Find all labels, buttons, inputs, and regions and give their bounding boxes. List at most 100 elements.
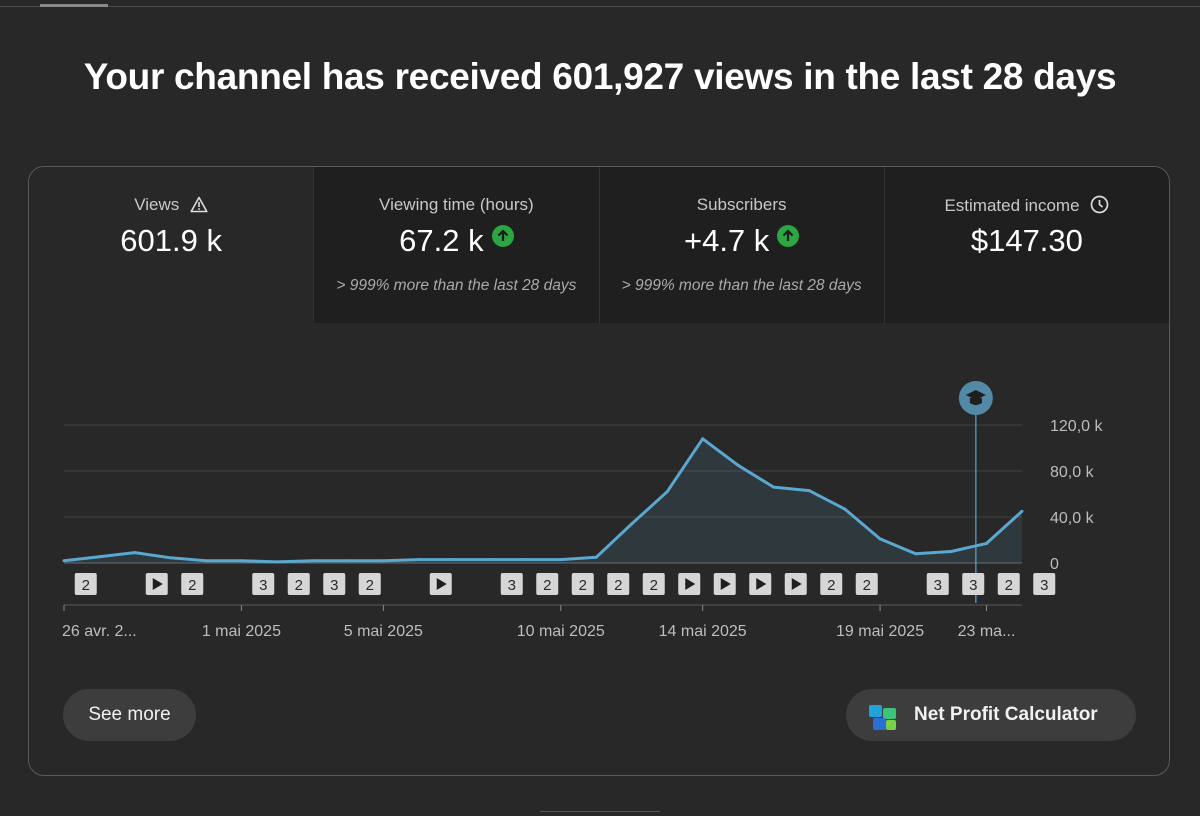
marker-count: 2	[827, 577, 835, 594]
data-point	[62, 559, 66, 563]
bottom-divider	[540, 811, 660, 812]
metric-value: $147.30	[970, 223, 1083, 258]
video-marker-play	[145, 573, 168, 595]
marker-count: 3	[330, 577, 338, 594]
video-marker-count: 2	[855, 573, 878, 595]
graduation-cap-icon	[958, 381, 993, 415]
data-point	[168, 556, 172, 560]
calculator-label: Net Profit Calculator	[914, 704, 1098, 725]
y-tick-label: 0	[1050, 556, 1059, 573]
video-marker-count: 2	[287, 573, 310, 595]
video-marker-play	[749, 573, 772, 595]
play-icon	[756, 578, 767, 590]
video-marker-count: 3	[926, 573, 949, 595]
data-point	[736, 463, 740, 467]
video-marker-play	[784, 573, 807, 595]
data-point	[949, 550, 953, 553]
play-icon	[685, 578, 696, 590]
marker-count: 2	[188, 577, 196, 594]
tab-estimated-income[interactable]: Estimated income $147.30	[883, 167, 1169, 323]
data-point	[452, 558, 456, 562]
tab-viewing-time[interactable]: Viewing time (hours) 67.2 k > 999% more …	[313, 167, 599, 323]
top-divider	[0, 6, 1200, 7]
video-marker-count: 2	[607, 573, 630, 595]
data-point	[133, 551, 137, 555]
video-marker-count: 2	[571, 573, 594, 595]
warning-icon	[190, 196, 208, 218]
tab-subscribers[interactable]: Subscribers +4.7 k > 999% more than the …	[598, 167, 884, 323]
data-point	[878, 537, 882, 541]
data-point	[772, 485, 776, 489]
data-point	[559, 558, 563, 562]
x-tick-label: 10 mai 2025	[517, 623, 605, 640]
data-point	[239, 559, 243, 563]
video-marker-count: 2	[997, 573, 1020, 595]
data-point	[665, 490, 669, 494]
marker-count: 2	[366, 577, 374, 594]
marker-count: 2	[1005, 577, 1013, 594]
metric-label: Views	[134, 195, 180, 214]
metric-label: Subscribers	[696, 195, 787, 214]
data-point	[1020, 509, 1024, 513]
metric-value: +4.7 k	[683, 223, 770, 258]
y-tick-label: 120,0 k	[1050, 418, 1103, 435]
video-marker-count: 3	[323, 573, 346, 595]
video-marker-count: 2	[642, 573, 665, 595]
video-marker-count: 2	[181, 573, 204, 595]
metric-note: > 999% more than the last 28 days	[621, 277, 862, 294]
video-marker-count: 2	[358, 573, 381, 595]
marker-count: 2	[650, 577, 658, 594]
marker-count: 2	[863, 577, 871, 594]
data-point	[310, 559, 314, 563]
data-point	[381, 559, 385, 563]
video-marker-count: 3	[962, 573, 985, 595]
x-tick-label: 14 mai 2025	[659, 623, 747, 640]
clock-icon	[1090, 195, 1109, 219]
data-point	[914, 552, 918, 556]
video-marker-count: 2	[74, 573, 97, 595]
x-tick-label: 1 mai 2025	[202, 623, 281, 640]
play-icon	[720, 578, 731, 590]
marker-count: 2	[579, 577, 587, 594]
analytics-card: Views 601.9 k Viewing time (hours) 67.2 …	[28, 166, 1170, 776]
data-point	[523, 558, 527, 562]
video-marker-count: 2	[820, 573, 843, 595]
data-point	[275, 560, 279, 564]
data-point	[807, 489, 811, 493]
marker-count: 2	[82, 577, 90, 594]
marker-count: 3	[1040, 577, 1048, 594]
data-point	[204, 559, 208, 563]
tab-views[interactable]: Views 601.9 k	[29, 167, 314, 323]
series-area	[64, 438, 1022, 563]
play-icon	[791, 578, 802, 590]
x-tick-label: 19 mai 2025	[836, 623, 924, 640]
video-marker-count: 3	[252, 573, 275, 595]
nexlev-logo-icon	[868, 701, 898, 730]
metric-label: Estimated income	[944, 196, 1080, 215]
x-tick-label: 26 avr. 2...	[62, 623, 137, 640]
marker-count: 3	[259, 577, 267, 594]
metric-value: 601.9 k	[120, 223, 222, 258]
page-title: Your channel has received 601,927 views …	[83, 56, 1117, 97]
data-point	[346, 559, 350, 563]
data-point	[488, 558, 492, 562]
metric-tabs: Views 601.9 k Viewing time (hours) 67.2 …	[29, 167, 1169, 323]
see-more-button[interactable]: See more	[63, 689, 196, 741]
marker-count: 2	[543, 577, 551, 594]
video-marker-play	[678, 573, 701, 595]
net-profit-calculator-button[interactable]: Net Profit Calculator	[846, 689, 1136, 741]
data-point	[417, 558, 421, 562]
x-tick-label: 5 mai 2025	[344, 623, 423, 640]
data-point	[97, 555, 101, 559]
arrow-up-icon	[491, 225, 514, 247]
video-marker-play	[713, 573, 736, 595]
video-marker-count: 2	[536, 573, 559, 595]
series-line	[63, 437, 1024, 564]
data-point	[594, 555, 598, 559]
arrow-up-icon	[777, 225, 800, 247]
play-icon	[152, 578, 163, 590]
marker-count: 3	[508, 577, 516, 594]
x-tick-label: 23 ma...	[958, 623, 1016, 640]
top-tab-indicator	[40, 4, 108, 7]
metric-label: Viewing time (hours)	[379, 195, 534, 214]
